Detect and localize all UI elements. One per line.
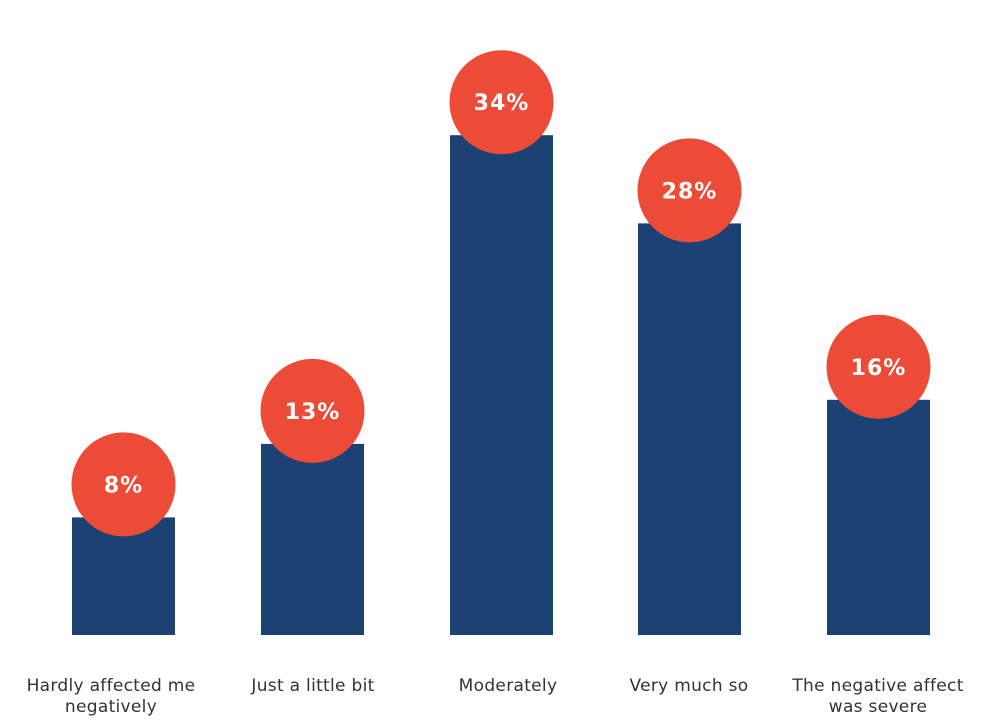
category-label-3: Moderately — [458, 676, 558, 696]
value-badge-4 — [637, 138, 742, 243]
value-badge-3 — [449, 50, 554, 155]
bar-1 — [72, 517, 175, 635]
bar-4 — [638, 223, 741, 635]
value-label-3: 34% — [474, 91, 530, 116]
bar-2 — [261, 443, 364, 635]
value-label-5: 16% — [851, 356, 907, 381]
value-label-1: 8% — [104, 473, 143, 498]
value-badge-5 — [826, 314, 931, 419]
category-label-2: Just a little bit — [251, 676, 375, 696]
value-label-2: 13% — [285, 400, 341, 425]
value-badge-1 — [71, 432, 176, 537]
category-label-4: Very much so — [629, 676, 749, 696]
bar-3 — [450, 135, 553, 635]
category-label-1: Hardly affected me negatively — [26, 676, 196, 717]
bar-5 — [827, 399, 930, 635]
category-label-5: The negative affect was severe — [792, 676, 964, 717]
value-badge-2 — [260, 358, 365, 463]
value-label-4: 28% — [662, 179, 718, 204]
